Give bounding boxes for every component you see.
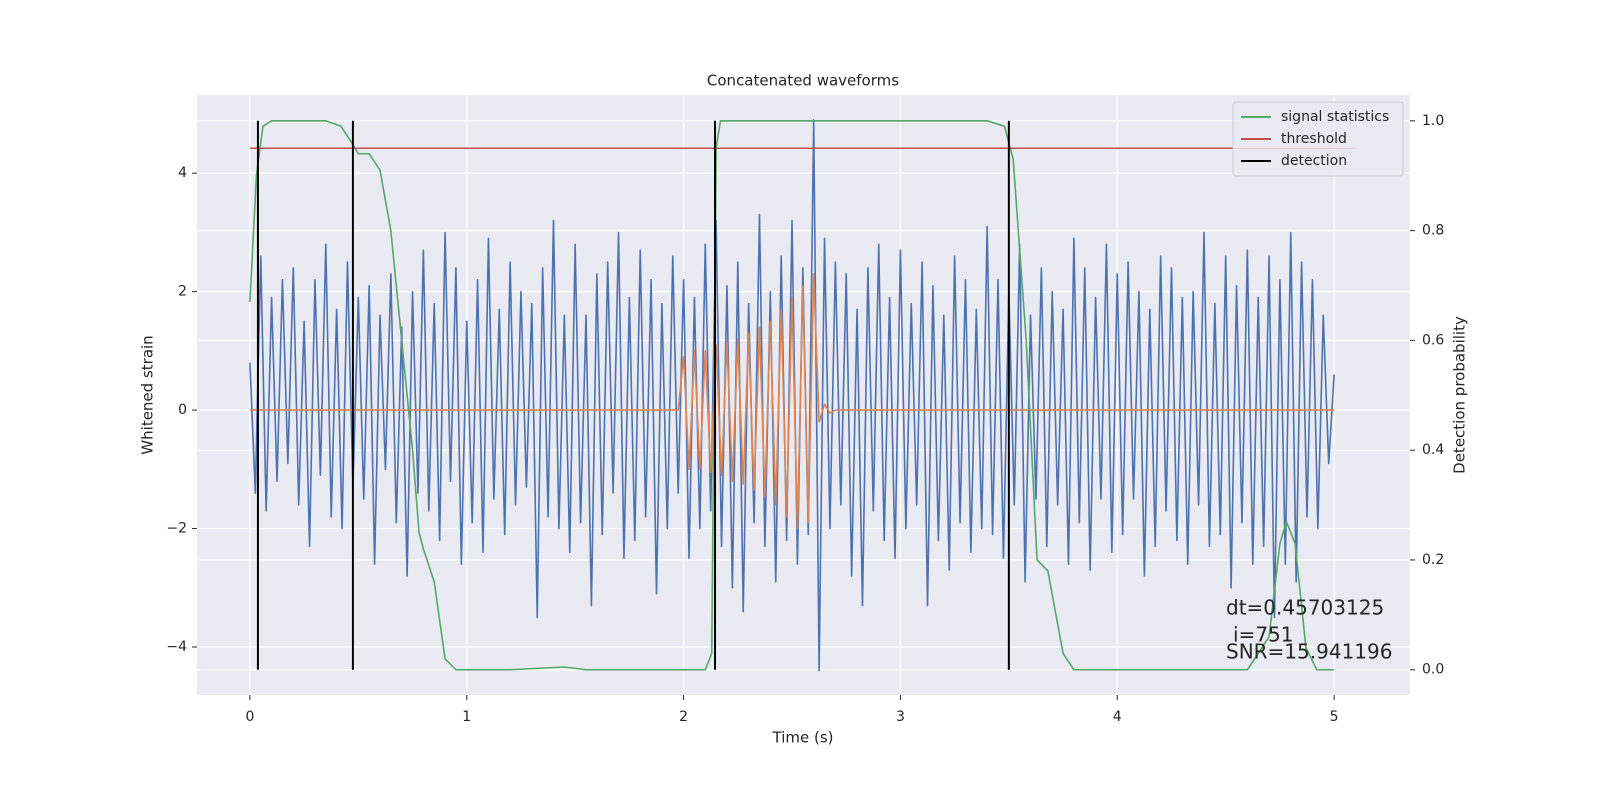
series-line	[249, 120, 1335, 671]
legend-label: signal statistics	[1281, 109, 1389, 125]
legend-label: detection	[1281, 153, 1347, 169]
chart-title: Concatenated waveforms	[707, 72, 899, 90]
y-tick-label: −2	[166, 521, 187, 537]
annotation: SNR=15.941196	[1226, 640, 1392, 664]
y2-tick-label: 0.4	[1422, 442, 1444, 458]
y2-axis-label: Detection probability	[1451, 316, 1469, 474]
x-tick-label: 3	[896, 709, 905, 725]
y2-tick-label: 0.0	[1422, 662, 1444, 678]
series-line	[249, 273, 1335, 530]
axes: 0 1 2 3 4 5 −4 −2 0 2 4 0.0 0.2 0.4 0.6 0.8 1.0	[166, 113, 1444, 725]
y2-tick-label: 1.0	[1422, 113, 1444, 129]
y2-tick-label: 0.6	[1422, 332, 1444, 348]
x-tick-label: 0	[245, 709, 254, 725]
legend: signal statistics threshold detection	[1232, 101, 1404, 177]
x-tick-label: 4	[1113, 709, 1122, 725]
x-axis-label: Time (s)	[772, 729, 834, 747]
y-tick-label: 4	[178, 165, 187, 181]
series-line	[249, 119, 1335, 672]
x-tick-label: 2	[679, 709, 688, 725]
annotation: i=751	[1233, 623, 1294, 647]
y-tick-label: −4	[166, 639, 187, 655]
marks	[249, 119, 1356, 672]
y-tick-label: 2	[178, 284, 187, 300]
y2-tick-label: 0.8	[1422, 223, 1444, 239]
legend-box	[1232, 101, 1404, 177]
y-axis-label: Whitened strain	[139, 335, 157, 454]
legend-label: threshold	[1281, 131, 1347, 147]
x-tick-label: 5	[1330, 709, 1339, 725]
x-tick-label: 1	[462, 709, 471, 725]
y-tick-label: 0	[178, 402, 187, 418]
annotation: dt=0.45703125	[1226, 596, 1384, 620]
y2-tick-label: 0.2	[1422, 552, 1444, 568]
